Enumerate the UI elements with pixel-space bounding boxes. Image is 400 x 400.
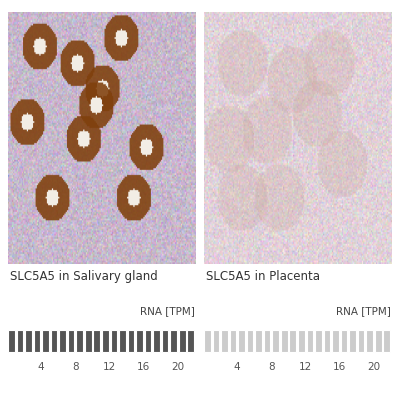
Bar <box>42 330 49 352</box>
Text: 20: 20 <box>172 362 184 372</box>
Text: 16: 16 <box>137 362 150 372</box>
Text: 8: 8 <box>72 362 79 372</box>
Bar <box>298 330 305 352</box>
Text: 20: 20 <box>368 362 380 372</box>
Text: 12: 12 <box>299 362 312 372</box>
Text: SLC5A5 in Placenta: SLC5A5 in Placenta <box>206 270 320 283</box>
Bar <box>188 330 194 352</box>
Bar <box>272 330 279 352</box>
Bar <box>94 330 100 352</box>
Bar <box>358 330 364 352</box>
Bar <box>332 330 339 352</box>
Bar <box>170 330 177 352</box>
Bar <box>76 330 83 352</box>
Bar <box>179 330 186 352</box>
Bar <box>162 330 168 352</box>
Bar <box>59 330 66 352</box>
Bar <box>255 330 262 352</box>
Bar <box>221 330 228 352</box>
Bar <box>315 330 322 352</box>
Bar <box>16 330 23 352</box>
Bar <box>324 330 330 352</box>
Text: 4: 4 <box>234 362 240 372</box>
Text: 12: 12 <box>103 362 116 372</box>
Bar <box>136 330 143 352</box>
Bar <box>349 330 356 352</box>
Bar <box>145 330 151 352</box>
Bar <box>110 330 117 352</box>
Bar <box>8 330 15 352</box>
Bar <box>51 330 57 352</box>
Bar <box>290 330 296 352</box>
Bar <box>366 330 373 352</box>
Text: RNA [TPM]: RNA [TPM] <box>336 306 391 316</box>
Bar <box>119 330 126 352</box>
Bar <box>238 330 245 352</box>
Bar <box>212 330 219 352</box>
Bar <box>102 330 109 352</box>
Bar <box>306 330 313 352</box>
Bar <box>25 330 32 352</box>
Text: RNA [TPM]: RNA [TPM] <box>140 306 195 316</box>
Text: 4: 4 <box>38 362 44 372</box>
Bar <box>204 330 211 352</box>
Text: 16: 16 <box>333 362 346 372</box>
Bar <box>128 330 134 352</box>
Bar <box>34 330 40 352</box>
Bar <box>281 330 288 352</box>
Bar <box>341 330 347 352</box>
Bar <box>68 330 74 352</box>
Bar <box>264 330 270 352</box>
Bar <box>85 330 92 352</box>
Bar <box>384 330 390 352</box>
Bar <box>230 330 236 352</box>
Bar <box>375 330 382 352</box>
Bar <box>153 330 160 352</box>
Text: SLC5A5 in Salivary gland: SLC5A5 in Salivary gland <box>10 270 158 283</box>
Bar <box>247 330 253 352</box>
Text: 8: 8 <box>268 362 275 372</box>
